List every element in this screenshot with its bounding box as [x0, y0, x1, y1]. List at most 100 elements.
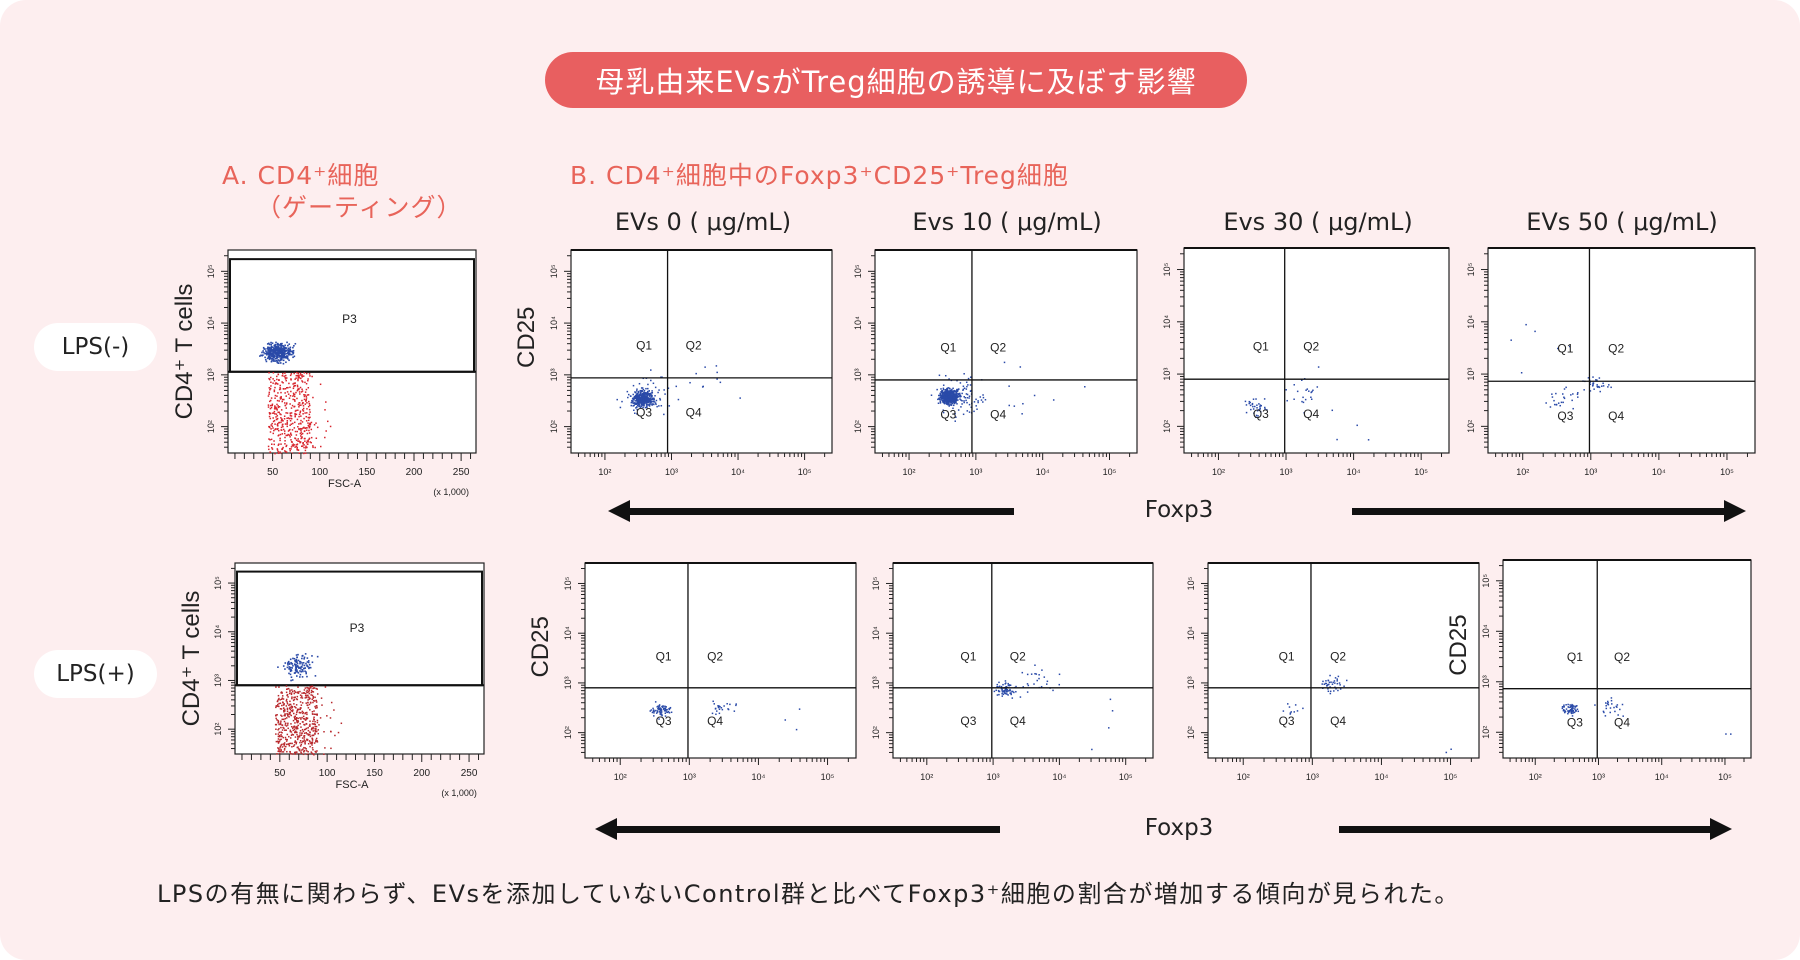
scatter-point — [306, 402, 308, 404]
scatter-point — [959, 396, 962, 398]
scatter-point — [946, 397, 948, 400]
scatter-point — [276, 378, 278, 381]
scatter-point — [293, 698, 296, 701]
scatter-point — [286, 688, 289, 690]
scatter-point — [951, 394, 954, 397]
scatter-point — [309, 375, 311, 377]
scatter-point — [301, 697, 304, 699]
scatter-point — [969, 390, 972, 392]
scatter-point — [651, 404, 653, 406]
scatter-point — [273, 348, 276, 351]
scatter-point — [945, 392, 948, 394]
scatter-point — [636, 395, 639, 397]
scatter-point — [948, 390, 951, 392]
scatter-point — [279, 750, 282, 753]
scatter-point — [270, 360, 273, 363]
scatter-point — [633, 397, 635, 400]
scatter-point — [1587, 377, 1590, 379]
scatter-point — [300, 704, 303, 706]
scatter-point — [288, 712, 291, 714]
scatter-point — [1367, 439, 1370, 441]
scatter-point — [309, 666, 312, 669]
scatter-point — [1572, 706, 1574, 709]
scatter-point — [283, 432, 286, 435]
scatter-point — [310, 421, 313, 424]
scatter-point — [950, 399, 952, 401]
scatter-point — [307, 727, 309, 729]
scatter-point — [292, 729, 294, 732]
scatter-point — [303, 664, 306, 667]
scatter-point — [301, 421, 304, 423]
scatter-point — [301, 374, 303, 376]
scatter-point — [277, 427, 279, 430]
x-tick-label: 10² — [920, 772, 933, 782]
scatter-point — [1567, 703, 1569, 706]
scatter-point — [299, 676, 301, 678]
quadrant-label-q4: Q4 — [1614, 715, 1630, 729]
scatter-point — [1009, 684, 1012, 686]
scatter-point — [660, 709, 663, 711]
scatter-point — [961, 392, 963, 395]
scatter-point — [299, 377, 302, 379]
scatter-point — [282, 698, 285, 700]
scatter-point — [1022, 686, 1024, 688]
scatter-point — [301, 381, 304, 383]
scatter-point — [264, 356, 266, 359]
scatter-point — [647, 383, 649, 386]
scatter-point — [312, 695, 315, 698]
scatter-point — [943, 391, 946, 393]
scatter-point — [284, 736, 287, 739]
scatter-point — [295, 413, 298, 416]
scatter-point — [306, 691, 309, 694]
scatter-point — [299, 694, 302, 696]
scatter-point — [946, 394, 949, 396]
scatter-point — [292, 352, 294, 355]
x-axis: 10² 10³ 10⁴ 10⁵ — [577, 453, 826, 477]
scatter-point — [716, 710, 718, 712]
scatter-point — [301, 728, 304, 731]
scatter-point — [306, 753, 308, 756]
scatter-point — [942, 400, 944, 402]
scatter-point — [296, 691, 299, 694]
scatter-point — [963, 396, 965, 398]
scatter-point — [297, 438, 299, 440]
scatter-point — [718, 712, 721, 715]
scatter-point — [299, 707, 302, 709]
scatter-point — [280, 417, 282, 419]
scatter-point — [290, 390, 292, 393]
scatter-point — [942, 397, 945, 400]
x-tick-label: 10² — [1529, 772, 1542, 782]
scatter-point — [1021, 413, 1023, 415]
scatter-point — [302, 402, 304, 404]
scatter-point — [1589, 390, 1592, 392]
scatter-point — [658, 711, 661, 713]
quadrant-label-q3: Q3 — [1557, 409, 1573, 423]
scatter-point — [316, 688, 319, 690]
scatter-point — [315, 699, 318, 702]
scatter-point — [638, 398, 641, 400]
scatter-point — [285, 685, 288, 687]
plot-frame — [1502, 559, 1752, 759]
scatter-point — [953, 402, 956, 404]
scatter-point — [1611, 703, 1613, 705]
scatter-point — [291, 746, 293, 748]
scatter-point — [293, 703, 295, 705]
scatter-point — [1599, 390, 1601, 393]
scatter-point — [304, 449, 307, 452]
scatter-point — [273, 351, 276, 354]
scatter-point — [300, 423, 302, 425]
scatter-point — [735, 703, 737, 705]
scatter-point — [283, 727, 285, 730]
section-a-line1: A. CD4⁺細胞 — [222, 161, 380, 190]
scatter-point — [304, 394, 306, 396]
scatter-point — [1015, 685, 1017, 688]
scatter-point — [312, 726, 314, 729]
scatter-point — [289, 450, 291, 452]
quadrant-label-q1: Q1 — [1567, 650, 1583, 664]
scatter-point — [951, 401, 953, 404]
scatter-point — [280, 443, 282, 445]
scatter-point — [1607, 700, 1609, 703]
scatter-point — [274, 723, 277, 726]
